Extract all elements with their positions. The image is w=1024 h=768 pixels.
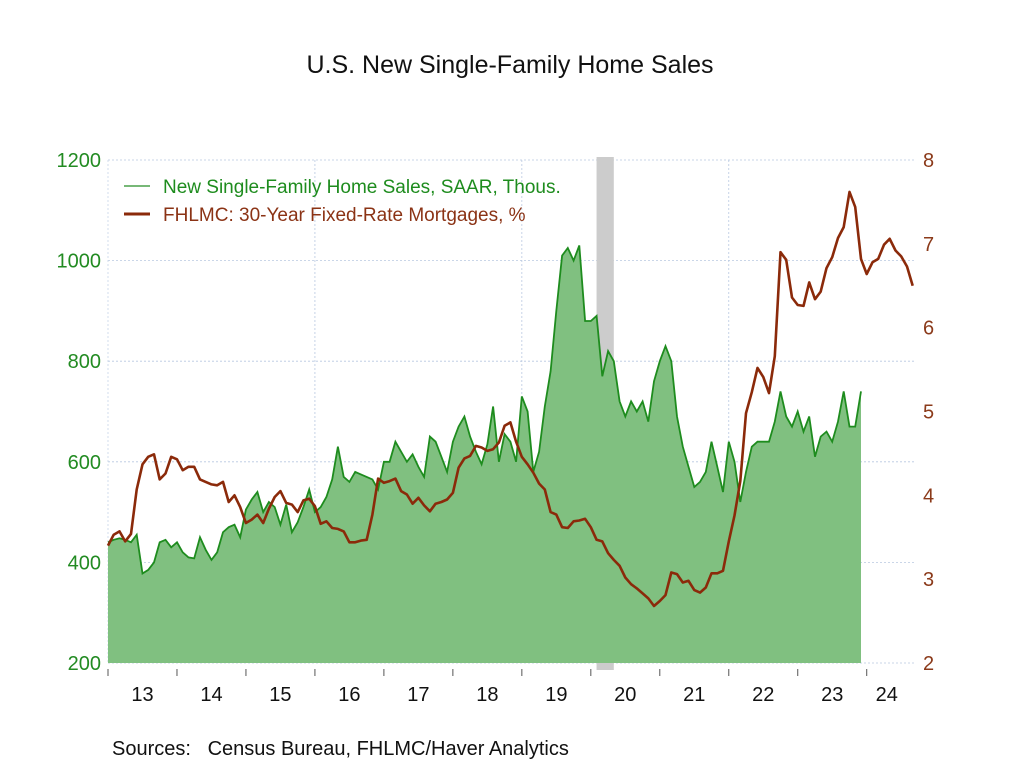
left-tick-label: 1000 [57,251,102,273]
x-axis: 13 14 15 16 17 18 19 20 21 22 23 24 [107,669,898,706]
right-tick-label: 2 [923,653,934,675]
x-tick-label: 22 [752,684,774,706]
left-tick-label: 800 [68,351,101,373]
right-tick-label: 8 [923,150,934,172]
x-tick-label: 15 [269,684,291,706]
legend-label-mortgage: FHLMC: 30-Year Fixed-Rate Mortgages, % [163,205,526,226]
x-tick-label: 13 [131,684,153,706]
mortgage-rate-line [106,190,914,608]
right-tick-label: 5 [923,402,934,424]
x-tick-label: 19 [545,684,567,706]
x-tick-label: 17 [407,684,429,706]
sales-line [107,245,862,575]
left-tick-label: 600 [68,452,101,474]
left-tick-label: 400 [68,552,101,574]
legend: New Single-Family Home Sales, SAAR, Thou… [124,177,561,226]
right-tick-label: 4 [923,485,934,507]
x-tick-label: 14 [200,684,222,706]
right-tick-label: 3 [923,569,934,591]
x-tick-label: 16 [338,684,360,706]
x-tick-label: 24 [876,684,898,706]
right-axis: 8 7 6 5 4 3 2 [923,150,934,675]
left-tick-label: 200 [68,653,101,675]
left-axis: 1200 1000 800 600 400 200 [57,150,102,675]
source-note: Sources: Census Bureau, FHLMC/Haver Anal… [112,738,569,760]
x-tick-label: 20 [614,684,636,706]
right-tick-label: 7 [923,234,934,256]
left-tick-label: 1200 [57,150,102,172]
x-tick-label: 21 [683,684,705,706]
right-tick-label: 6 [923,318,934,340]
chart-title: U.S. New Single-Family Home Sales [306,51,713,79]
x-tick-label: 18 [476,684,498,706]
legend-label-sales: New Single-Family Home Sales, SAAR, Thou… [163,177,561,198]
x-tick-label: 23 [821,684,843,706]
